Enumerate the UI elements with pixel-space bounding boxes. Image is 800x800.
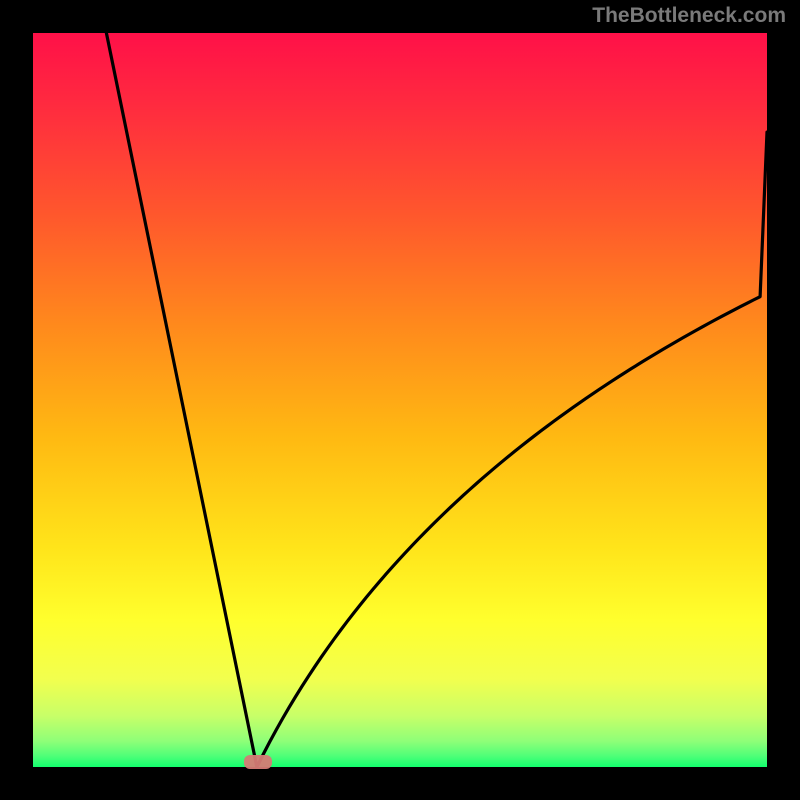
optimal-marker xyxy=(244,755,272,769)
watermark-text: TheBottleneck.com xyxy=(592,4,786,28)
gradient-background xyxy=(33,33,767,767)
chart-container: TheBottleneck.com xyxy=(0,0,800,800)
